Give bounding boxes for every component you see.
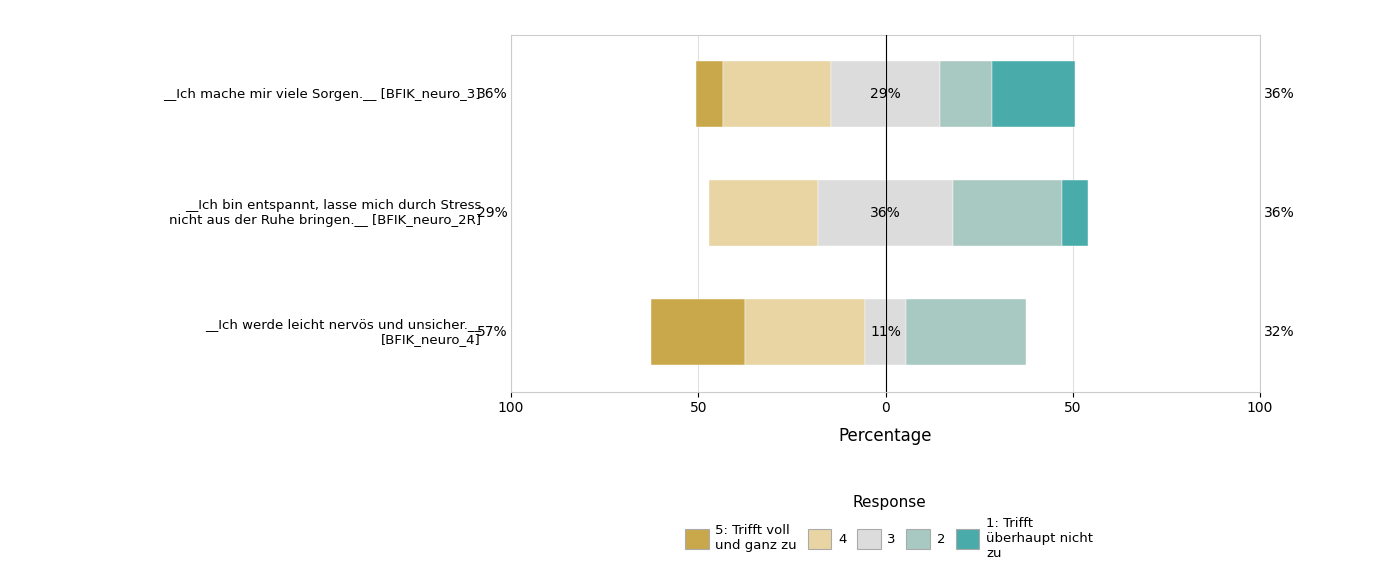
Bar: [865, 300, 885, 365]
Text: __Ich bin entspannt, lasse mich durch Stress
nicht aus der Ruhe bringen.__ [BFIK: __Ich bin entspannt, lasse mich durch St…: [169, 199, 482, 227]
Bar: [1061, 180, 1088, 246]
Bar: [818, 180, 885, 246]
Text: 29%: 29%: [476, 206, 507, 220]
Text: 57%: 57%: [476, 325, 507, 339]
Bar: [722, 62, 832, 127]
Bar: [651, 300, 745, 365]
Text: 36%: 36%: [871, 206, 900, 220]
Text: 36%: 36%: [1264, 87, 1295, 101]
Bar: [953, 180, 1061, 246]
Bar: [885, 62, 939, 127]
Text: 32%: 32%: [1264, 325, 1295, 339]
Bar: [993, 62, 1075, 127]
Text: __Ich werde leicht nervös und unsicher.__
[BFIK_neuro_4]: __Ich werde leicht nervös und unsicher._…: [204, 318, 482, 346]
X-axis label: Percentage: Percentage: [839, 426, 932, 445]
Text: 36%: 36%: [1264, 206, 1295, 220]
Bar: [745, 300, 865, 365]
Bar: [832, 62, 885, 127]
Text: 11%: 11%: [869, 325, 902, 339]
Text: 29%: 29%: [871, 87, 900, 101]
Text: __Ich mache mir viele Sorgen.__ [BFIK_neuro_3]: __Ich mache mir viele Sorgen.__ [BFIK_ne…: [164, 88, 482, 101]
Bar: [885, 300, 906, 365]
Text: 36%: 36%: [476, 87, 507, 101]
Bar: [710, 180, 818, 246]
Bar: [906, 300, 1026, 365]
Legend: 5: Trifft voll
und ganz zu, 4, 3, 2, 1: Trifft
überhaupt nicht
zu: 5: Trifft voll und ganz zu, 4, 3, 2, 1: …: [680, 491, 1098, 564]
Bar: [885, 180, 953, 246]
Bar: [939, 62, 993, 127]
Bar: [696, 62, 722, 127]
